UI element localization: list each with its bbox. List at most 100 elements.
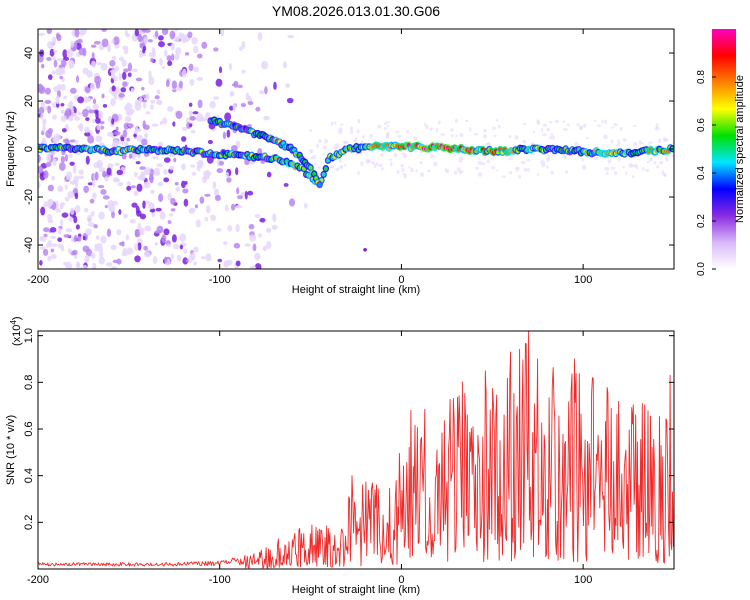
- x-tick-label: 100: [574, 574, 592, 586]
- snr-y-multiplier-exponent: 4: [9, 320, 18, 325]
- spectrogram-noise-blob: [343, 164, 347, 167]
- spectrogram-noise-blob: [73, 215, 78, 224]
- spectrogram-noise-blob: [429, 127, 433, 131]
- spectrogram-noise-blob: [197, 99, 203, 109]
- colorbar-tick-label: 0.8: [696, 70, 707, 84]
- spectrogram-noise-blob: [427, 169, 431, 173]
- spectrogram-noise-blob: [123, 213, 128, 219]
- spectrogram-noise-blob: [60, 202, 66, 207]
- spectrogram-noise-blob: [229, 90, 235, 97]
- spectrogram-noise-blob: [546, 154, 551, 157]
- spectrogram-noise-blob: [77, 96, 85, 104]
- spectrogram-noise-blob: [124, 105, 129, 111]
- spectrogram-noise-blob: [181, 68, 187, 78]
- spectrogram-noise-blob: [648, 157, 654, 162]
- spectrogram-noise-blob: [196, 161, 203, 166]
- spectrogram-noise-blob: [115, 86, 120, 93]
- spectrogram-noise-blob: [671, 154, 674, 158]
- spectrogram-noise-blob: [40, 101, 45, 109]
- spectrogram-noise-blob: [191, 37, 198, 45]
- spectrogram-noise-blob: [46, 29, 52, 35]
- spectrogram-noise-blob: [134, 243, 139, 252]
- spectrogram-noise-blob: [83, 207, 89, 213]
- spectrogram-noise-blob: [188, 110, 193, 117]
- spectrogram-noise-blob: [247, 101, 254, 106]
- spectrogram-noise-blob: [113, 96, 118, 100]
- spectrogram-noise-blob: [152, 156, 159, 160]
- spectrogram-noise-blob: [179, 233, 187, 242]
- spectrogram-noise-blob: [87, 214, 92, 223]
- spectrogram-noise-blob: [339, 127, 343, 131]
- spectrogram-noise-blob: [181, 136, 187, 142]
- spectrogram-noise-blob: [413, 136, 418, 141]
- spectrogram-noise-blob: [70, 207, 75, 215]
- spectrogram-noise-blob: [224, 112, 232, 122]
- spectrogram-noise-blob: [532, 131, 536, 134]
- spectrogram-noise-blob: [101, 93, 105, 99]
- spectrogram-noise-blob: [223, 241, 228, 246]
- spectrogram-noise-blob: [143, 169, 148, 176]
- spectrogram-noise-blob: [619, 126, 623, 131]
- spectrogram-noise-blob: [205, 205, 211, 214]
- spectrogram-noise-blob: [200, 256, 207, 260]
- spectrogram-noise-blob: [59, 187, 63, 192]
- spectrogram-noise-blob: [179, 244, 184, 250]
- spectrogram-noise-blob: [88, 109, 95, 114]
- spectrogram-noise-blob: [360, 161, 364, 166]
- spectrogram-noise-blob: [116, 258, 122, 265]
- spectrogram-noise-blob: [403, 153, 408, 159]
- spectrogram-noise-blob: [135, 128, 142, 132]
- spectrogram-noise-blob: [120, 87, 127, 93]
- spectrogram-noise-blob: [86, 70, 93, 78]
- spectrogram-noise-blob: [192, 111, 199, 115]
- spectrogram-noise-blob: [38, 165, 44, 174]
- spectrogram-noise-blob: [47, 184, 54, 192]
- spectrogram-noise-blob: [74, 29, 80, 38]
- spectrogram-noise-blob: [220, 29, 225, 37]
- spectrogram-noise-blob: [52, 36, 57, 45]
- spectrogram-noise-blob: [419, 172, 425, 177]
- spectrogram-noise-blob: [562, 155, 568, 160]
- spectrogram-noise-blob: [49, 48, 55, 57]
- spectrogram-noise-blob: [65, 139, 70, 145]
- spectrogram-noise-blob: [338, 159, 343, 163]
- spectrogram-noise-blob: [139, 213, 147, 220]
- spectrogram-noise-blob: [135, 161, 141, 165]
- spectrogram-noise-blob: [40, 235, 47, 242]
- snr-frame: [37, 330, 675, 570]
- spectrogram-noise-blob: [120, 139, 126, 146]
- spectrogram-noise-blob: [142, 102, 147, 109]
- spectrogram-noise-blob: [383, 122, 388, 125]
- spectrogram-noise-blob: [60, 115, 67, 122]
- spectrogram-noise-blob: [87, 135, 95, 144]
- spectrogram-noise-blob: [47, 74, 53, 80]
- spectrogram-noise-blob: [98, 211, 105, 220]
- spectrogram-noise-blob: [129, 123, 134, 128]
- spectrogram-noise-blob: [105, 262, 113, 267]
- spectrogram-noise-blob: [79, 266, 84, 269]
- spectrogram-noise-blob: [258, 90, 265, 95]
- snr-y-axis-label: SNR (10 * v/v): [5, 415, 17, 485]
- spectrogram-noise-blob: [335, 167, 340, 172]
- spectrogram-noise-blob: [473, 133, 479, 136]
- spectrogram-noise-blob: [121, 59, 127, 67]
- spectrogram-noise-blob: [102, 170, 107, 178]
- spectrogram-noise-blob: [483, 128, 487, 133]
- spectrogram-noise-blob: [286, 97, 294, 104]
- spectrogram-noise-blob: [249, 234, 257, 242]
- spectrogram-noise-blob: [100, 62, 108, 71]
- colorbar: 0.0 0.2 0.4 0.6 0.8 Normalized spectral ampl…: [696, 29, 746, 276]
- spectrogram-noise-blob: [75, 181, 79, 190]
- spectrogram-noise-blob: [196, 53, 203, 59]
- spectrogram-noise-blob: [522, 122, 527, 125]
- spectrogram-noise-blob: [150, 57, 154, 63]
- spectrogram-noise-blob: [204, 193, 211, 197]
- spectrogram-noise-blob: [550, 170, 554, 175]
- spectrogram-noise-blob: [648, 141, 653, 144]
- spectrogram-noise-blob: [78, 169, 84, 175]
- spectrogram-noise-blob: [78, 47, 86, 56]
- spectrogram-noise-blob: [113, 76, 118, 82]
- spectrogram-noise-blob: [63, 95, 68, 100]
- spectrogram-noise-blob: [141, 86, 145, 91]
